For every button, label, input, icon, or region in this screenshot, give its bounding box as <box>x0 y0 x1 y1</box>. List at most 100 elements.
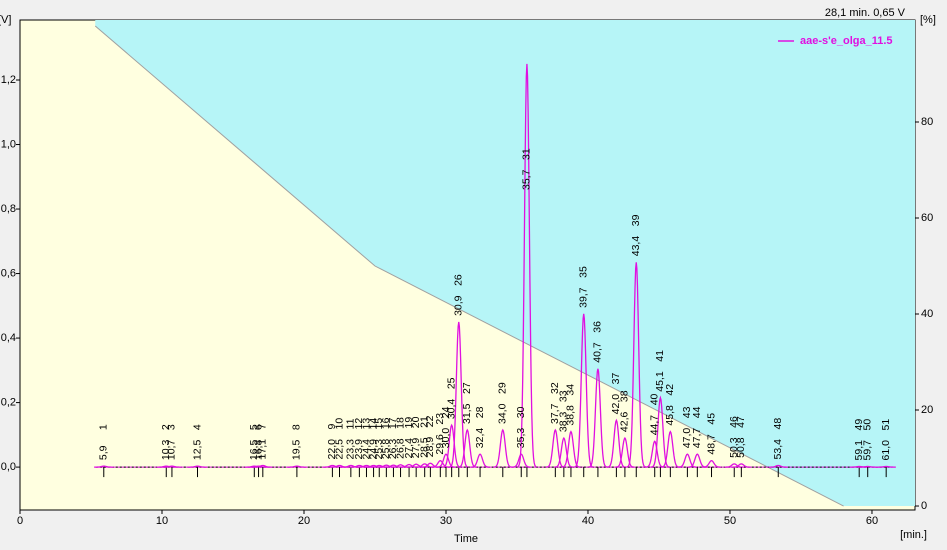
peak <box>545 428 566 468</box>
y2-tick-label: 20 <box>921 404 933 416</box>
peak-id-label: 2 <box>160 424 172 430</box>
peak <box>561 430 581 468</box>
peak-id-label: 44 <box>691 406 703 418</box>
peak <box>858 465 878 468</box>
peak <box>626 262 647 468</box>
y2-unit: [%] <box>920 14 936 26</box>
peak-id-label: 3 <box>166 424 178 430</box>
peak <box>554 436 574 468</box>
peak <box>94 465 114 468</box>
x-tick-label: 30 <box>440 515 452 527</box>
peak-time-label: 30,9 <box>453 295 465 316</box>
peak-time-label: 28,9 <box>424 437 436 458</box>
peak-id-label: 40 <box>649 393 661 405</box>
peak-id-label: 8 <box>291 424 303 430</box>
legend-label: aae-s'e_olga_11.5 <box>800 35 893 47</box>
peak-id-label: 29 <box>497 382 509 394</box>
peak-id-label: 45 <box>705 413 717 425</box>
status: 28,1 min. 0,65 V <box>825 7 906 19</box>
peak-time-label: 42,6 <box>619 411 631 432</box>
peak-time-label: 29,6 <box>434 434 446 455</box>
peak-id-label: 9 <box>326 423 338 429</box>
x-tick-label: 50 <box>724 515 736 527</box>
peak-time-label: 39,7 <box>578 287 590 308</box>
peak-id-label: 33 <box>558 390 570 402</box>
peak-id-label: 11 <box>345 418 357 429</box>
y-tick-label: 0,2 <box>1 396 16 408</box>
peak-id-label: 4 <box>191 424 203 430</box>
peak-time-label: 16,8 <box>252 440 264 461</box>
peak-time-label: 22,5 <box>333 439 345 460</box>
peak <box>645 440 665 468</box>
peak-id-label: 17 <box>387 417 399 429</box>
peak-time-label: 25,8 <box>380 439 392 460</box>
peak-id-label: 20 <box>410 416 422 428</box>
peak <box>701 459 722 468</box>
peak-time-label: 44,7 <box>649 415 661 436</box>
peak <box>615 436 635 468</box>
peak-id-label: 47 <box>735 416 747 428</box>
y2-tick-label: 60 <box>921 212 933 224</box>
peak-id-label: 46 <box>728 416 740 428</box>
peak <box>187 465 208 468</box>
peak-id-label: 30 <box>515 406 527 418</box>
peak-time-label: 16,5 <box>248 440 260 461</box>
y-tick-label: 1,2 <box>1 74 16 86</box>
peak-id-label: 27 <box>461 382 473 394</box>
peak-time-label: 43,4 <box>630 236 642 257</box>
peak-time-label: 5,9 <box>98 445 110 460</box>
peak-id-label: 51 <box>880 419 892 431</box>
peak <box>650 395 671 468</box>
peak <box>588 368 608 468</box>
peak-id-label: 15 <box>373 418 385 430</box>
peak-time-label: 32,4 <box>474 428 486 449</box>
peak-time-label: 61,0 <box>880 440 892 461</box>
peak-time-label: 22,0 <box>326 439 338 460</box>
peak <box>606 418 627 468</box>
peak <box>517 63 537 468</box>
peak-id-label: 7 <box>257 423 269 429</box>
x-tick-label: 60 <box>866 515 878 527</box>
peak <box>449 321 469 468</box>
peak-time-label: 30,4 <box>445 399 457 420</box>
x-tick-label: 40 <box>582 515 594 527</box>
peak <box>876 465 896 468</box>
peak-time-label: 27,4 <box>403 438 415 459</box>
y-tick-label: 1,0 <box>1 138 16 150</box>
x-unit: [min.] <box>900 529 927 541</box>
peak-time-label: 48,7 <box>705 434 717 455</box>
peak-time-label: 59,1 <box>853 440 865 461</box>
peak-id-label: 1 <box>98 424 110 430</box>
peak <box>253 464 273 468</box>
peak-id-label: 31 <box>521 148 533 160</box>
x-tick-label: 10 <box>156 515 168 527</box>
peak <box>573 313 594 468</box>
peak <box>162 465 182 468</box>
peak-id-label: 50 <box>861 419 873 431</box>
peak-time-label: 30,0 <box>440 428 452 449</box>
y-tick-label: 0,0 <box>1 461 16 473</box>
peak-time-label: 25,3 <box>373 439 385 460</box>
peak-time-label: 26,8 <box>394 438 406 459</box>
peak-time-label: 24,9 <box>367 439 379 460</box>
peak-time-label: 47,0 <box>681 428 693 449</box>
peak <box>493 428 513 468</box>
peak-time-label: 38,3 <box>558 411 570 432</box>
peak-id-label: 35 <box>578 266 590 278</box>
y-tick-label: 0,6 <box>1 267 16 279</box>
peak <box>156 465 176 468</box>
peak-id-label: 28 <box>474 406 486 418</box>
y2-tick-label: 80 <box>921 116 933 128</box>
peak <box>430 459 450 468</box>
peak-time-label: 45,1 <box>654 371 666 392</box>
peak-time-label: 34,0 <box>497 403 509 424</box>
peak-time-label: 35,3 <box>515 428 527 449</box>
peak-id-label: 13 <box>360 418 372 430</box>
x-label: Time <box>454 533 478 545</box>
peak-id-label: 24 <box>440 406 452 418</box>
peak <box>724 463 744 468</box>
peak <box>470 453 490 468</box>
x-tick-label: 0 <box>17 515 23 527</box>
peak-id-label: 42 <box>664 384 676 396</box>
